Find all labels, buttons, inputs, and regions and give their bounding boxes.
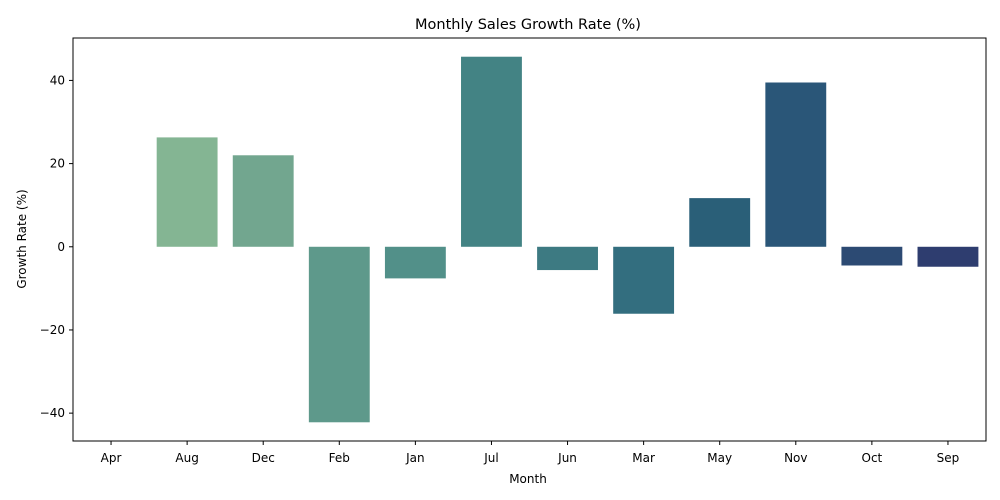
x-tick-label: Jun	[557, 451, 577, 465]
x-tick-label: Aug	[175, 451, 198, 465]
bar-feb	[308, 246, 370, 423]
bar-may	[689, 198, 751, 247]
x-tick-label: Apr	[101, 451, 122, 465]
bar-nov	[765, 82, 827, 247]
x-axis-title: Month	[509, 472, 547, 486]
x-tick-label: Nov	[784, 451, 807, 465]
y-tick-label: 40	[50, 73, 65, 87]
bar-aug	[156, 137, 218, 247]
chart-title: Monthly Sales Growth Rate (%)	[415, 17, 641, 33]
bar-dec	[232, 155, 294, 247]
y-tick-label: −40	[40, 406, 65, 420]
plot-frame	[72, 37, 987, 442]
x-tick-label: May	[707, 451, 732, 465]
bar-mar	[613, 246, 675, 314]
x-tick-label: Jan	[405, 451, 425, 465]
bar-jun	[537, 246, 598, 271]
x-tick-label: Feb	[329, 451, 350, 465]
x-tick-label: Sep	[937, 451, 960, 465]
bar-jul	[461, 56, 522, 247]
y-tick-label: 0	[57, 240, 65, 254]
y-axis-ticks: −40 −20 0 20 40	[40, 73, 73, 420]
bars-group	[156, 56, 979, 423]
y-tick-label: −20	[40, 323, 65, 337]
x-axis-ticks: Apr Aug Dec Feb Jan Jul Jun Mar May Nov Oct Sep	[101, 441, 960, 465]
bar-oct	[841, 246, 903, 266]
x-tick-label: Dec	[252, 451, 275, 465]
y-tick-label: 20	[50, 157, 65, 171]
x-tick-label: Mar	[632, 451, 655, 465]
bar-jan	[384, 246, 446, 279]
x-tick-label: Oct	[862, 451, 883, 465]
y-axis-title: Growth Rate (%)	[15, 189, 29, 288]
x-tick-label: Jul	[483, 451, 498, 465]
bar-sep	[917, 246, 979, 267]
